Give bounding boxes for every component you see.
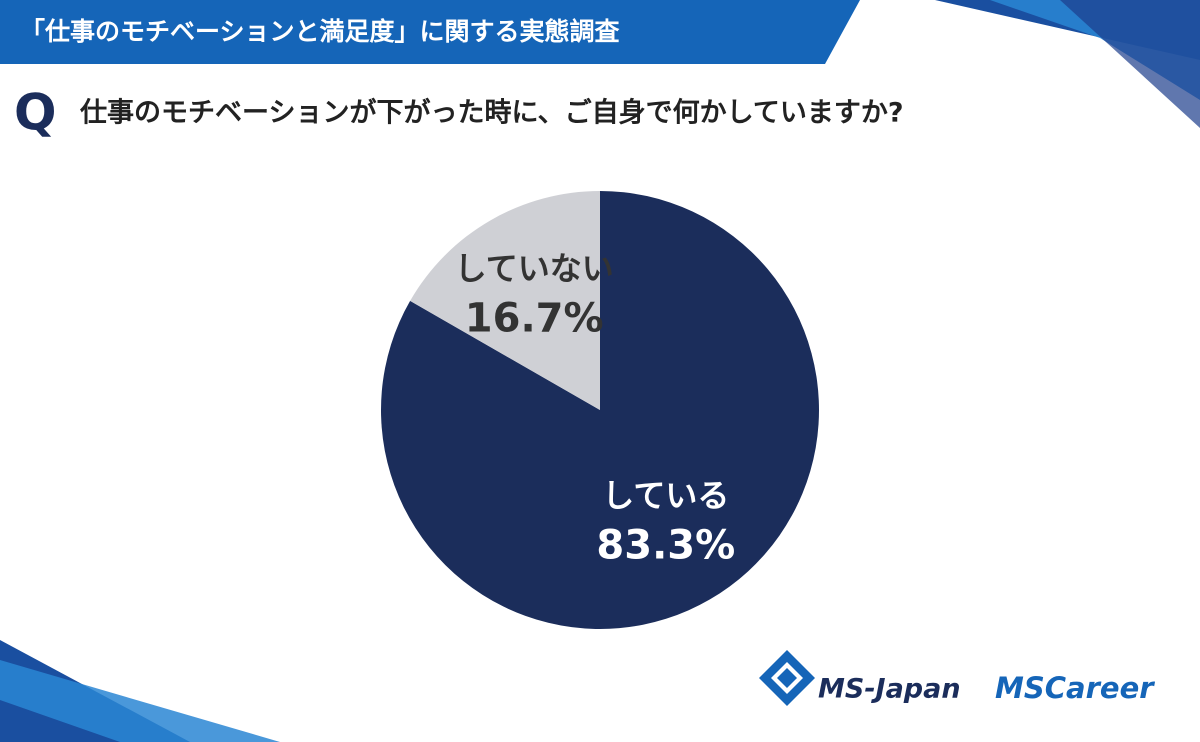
logo-text: MSCareer (995, 671, 1155, 705)
slice-label: していない (455, 249, 614, 287)
slice-label: している (602, 477, 729, 515)
logo-icon (759, 650, 815, 706)
decor-stripe (0, 660, 280, 742)
pie-slice (410, 191, 600, 410)
title-banner (0, 0, 860, 64)
question-label: Q (14, 84, 57, 142)
decor-stripe (1060, 0, 1200, 128)
chart-subtitle: 仕事のモチベーションが下がった時に、ご自身で何かしていますか? (79, 97, 904, 129)
value-label: 83.3% (596, 523, 735, 569)
logo-text: MS-Japan (818, 674, 961, 705)
pie: している 83.3% していない 16.7% (381, 191, 819, 629)
chart-title: 「仕事のモチベーションと満足度」に関する実態調査 (20, 17, 620, 46)
value-label: 16.7% (465, 295, 604, 341)
